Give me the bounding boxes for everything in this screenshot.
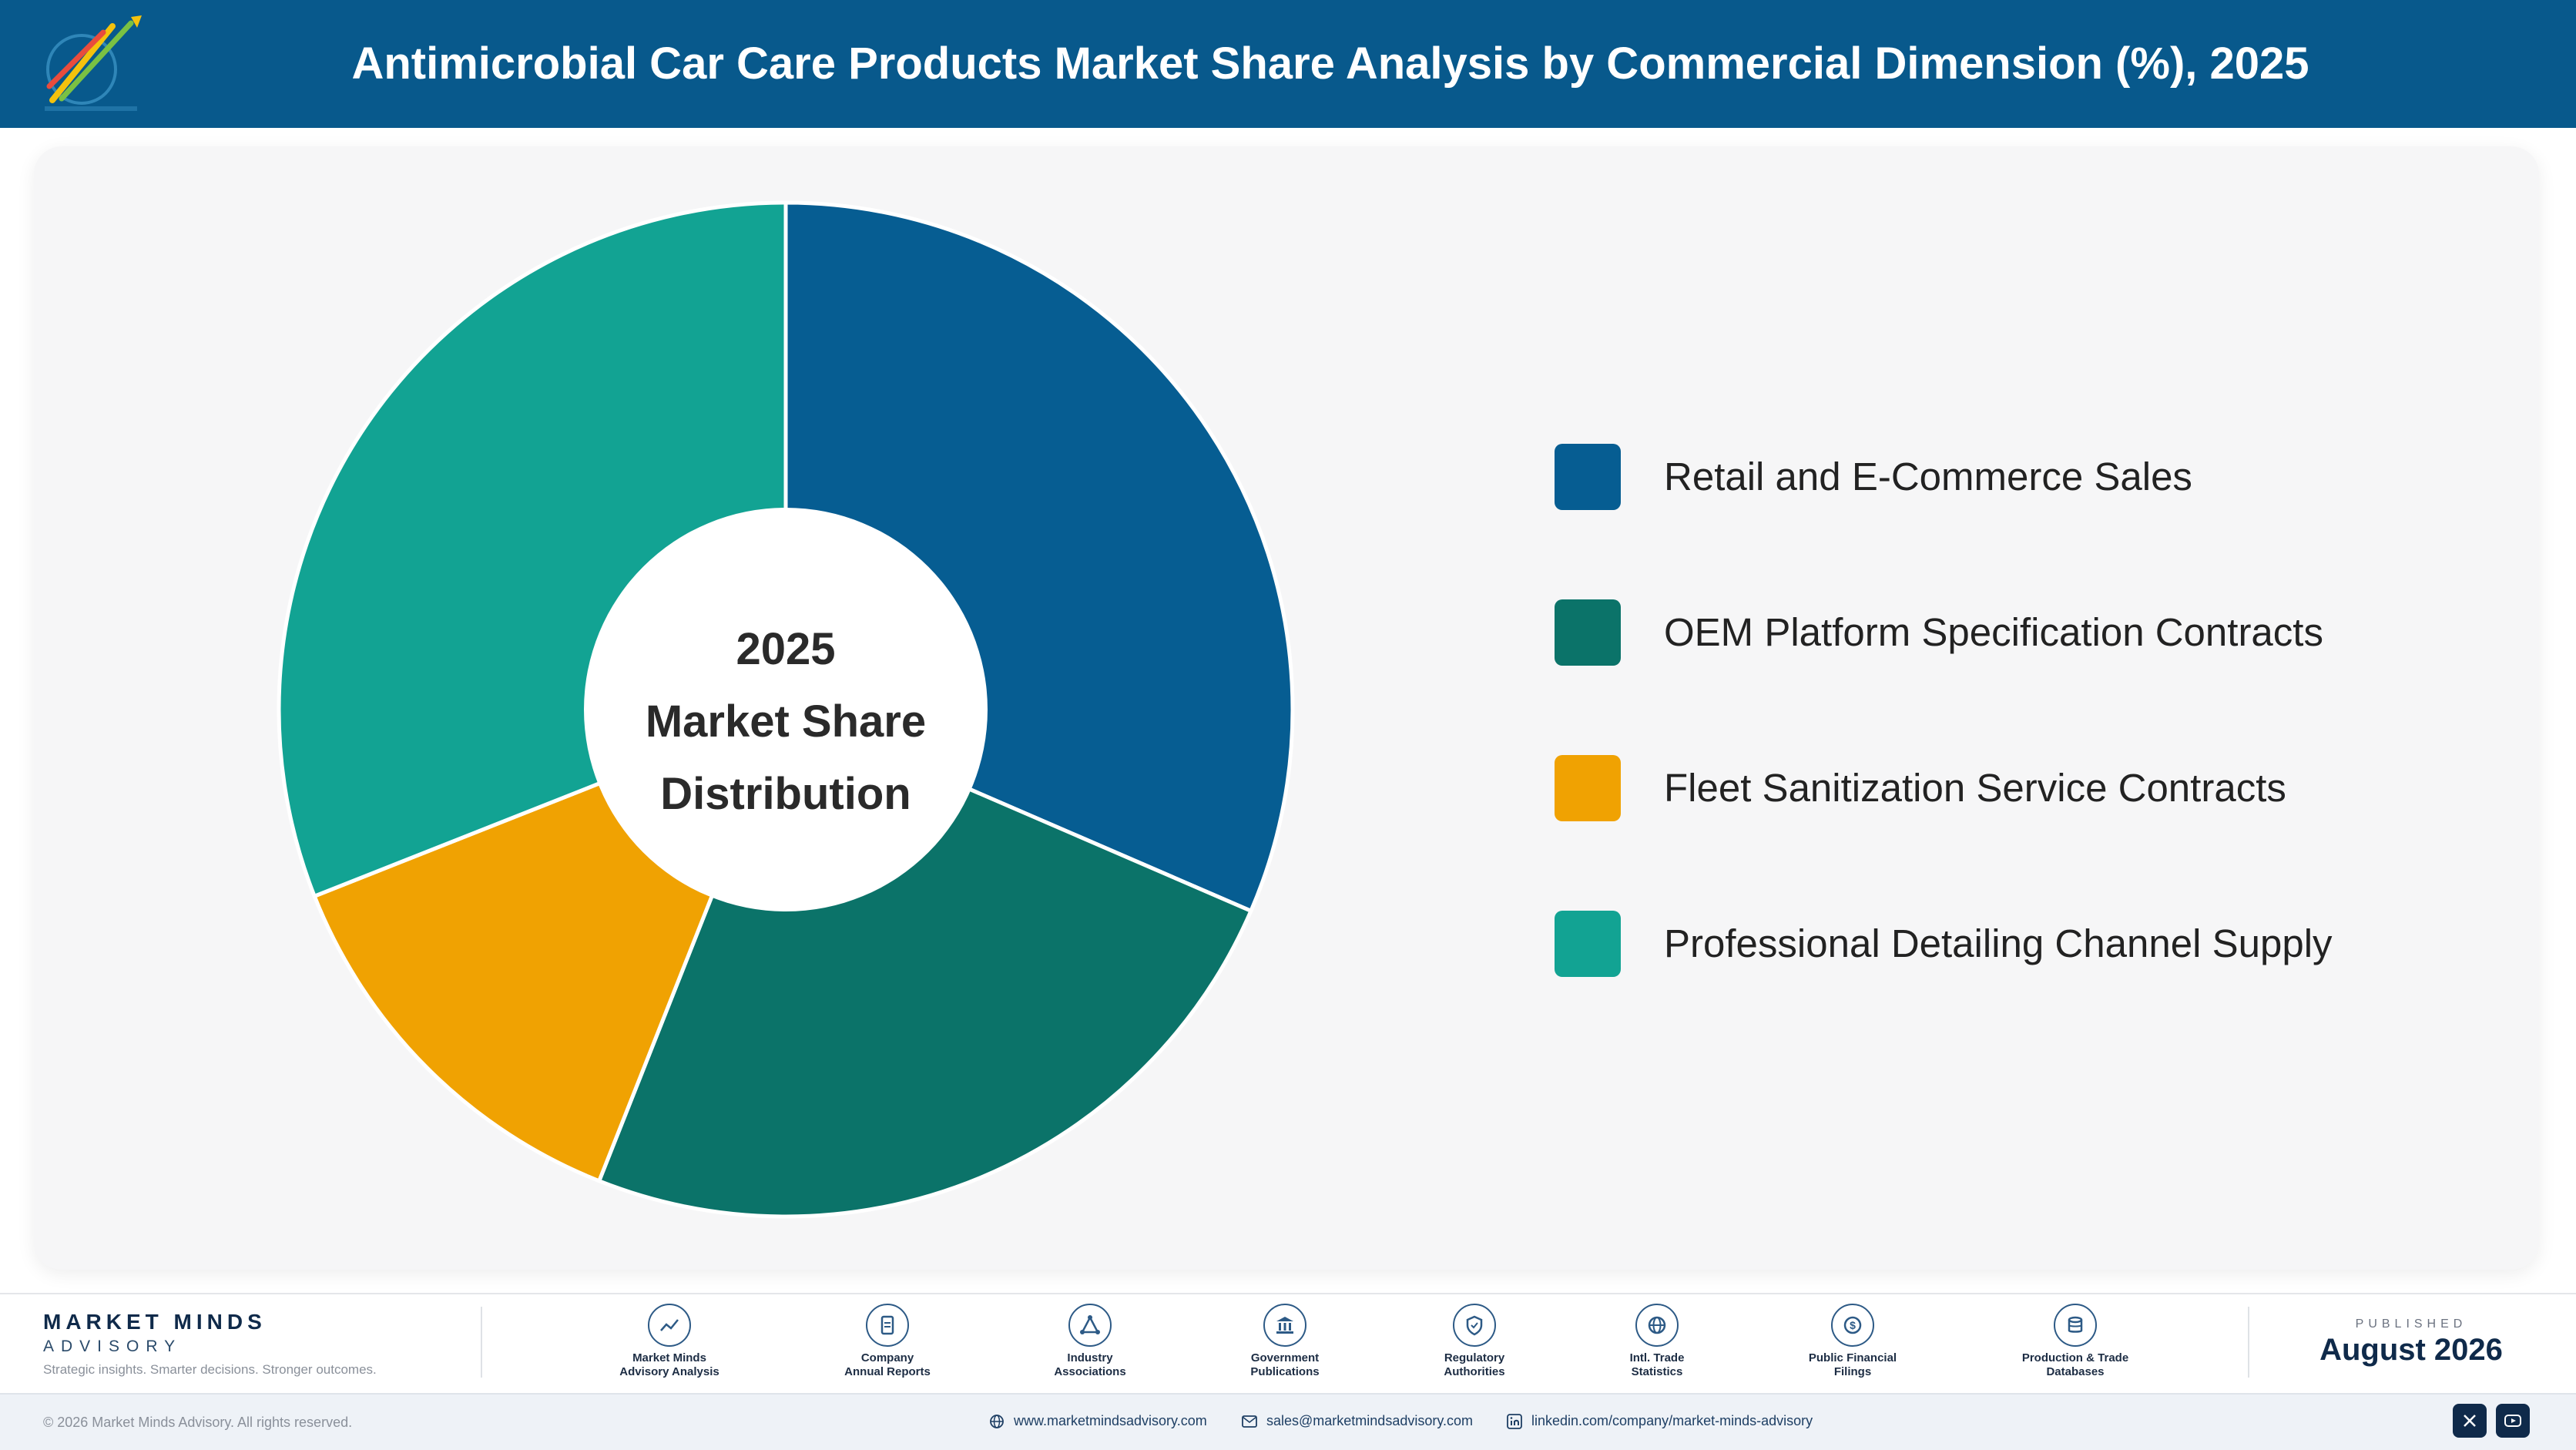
source-line2: Databases — [2046, 1365, 2105, 1378]
linkedin-text: linkedin.com/company/market-minds-adviso… — [1531, 1413, 1813, 1428]
source-line1: Industry — [1067, 1351, 1113, 1364]
header-bar: Antimicrobial Car Care Products Market S… — [0, 0, 2576, 128]
legend-label: Fleet Sanitization Service Contracts — [1664, 766, 2286, 810]
source-annual-reports: Company Annual Reports — [803, 1304, 972, 1379]
mail-icon — [1242, 1415, 1257, 1428]
youtube-icon — [2504, 1415, 2521, 1427]
legend-swatch — [1555, 599, 1621, 666]
source-industry-associations: Industry Associations — [1005, 1304, 1175, 1379]
legend-label: Retail and E-Commerce Sales — [1664, 455, 2192, 498]
source-line2: Annual Reports — [844, 1365, 931, 1378]
building-icon — [1263, 1304, 1306, 1347]
page-title: Antimicrobial Car Care Products Market S… — [351, 39, 2309, 89]
website-link[interactable]: www.marketmindsadvisory.com — [989, 1413, 1207, 1429]
globe-icon — [990, 1415, 1004, 1429]
network-icon — [1068, 1304, 1112, 1347]
source-advisory-analysis: Market Minds Advisory Analysis — [585, 1304, 754, 1379]
legend-label: Professional Detailing Channel Supply — [1664, 921, 2333, 965]
linkedin-link[interactable]: linkedin.com/company/market-minds-adviso… — [1507, 1413, 1813, 1430]
youtube-social-button[interactable] — [2496, 1404, 2530, 1438]
source-line1: Market Minds — [632, 1351, 706, 1364]
published-date: August 2026 — [2319, 1333, 2503, 1367]
brand-subtitle: ADVISORY — [43, 1338, 183, 1355]
document-icon — [866, 1304, 909, 1347]
source-line2: Advisory Analysis — [619, 1365, 719, 1378]
x-icon — [2464, 1415, 2476, 1427]
divider — [481, 1307, 482, 1378]
email-text: sales@marketmindsadvisory.com — [1266, 1413, 1474, 1428]
coin-icon: $ — [1831, 1304, 1874, 1347]
source-line2: Publications — [1250, 1365, 1320, 1378]
legend-swatch — [1555, 444, 1621, 510]
divider — [2248, 1307, 2249, 1378]
linkedin-icon — [1507, 1414, 1522, 1430]
legend-item-retail: Retail and E-Commerce Sales — [1555, 442, 2479, 510]
source-line2: Authorities — [1444, 1365, 1505, 1378]
chart-line-icon — [648, 1304, 691, 1347]
source-regulatory-authorities: Regulatory Authorities — [1390, 1304, 1559, 1379]
source-trade-databases: Production & Trade Databases — [1991, 1304, 2160, 1379]
donut-chart: 2025 Market Share Distribution — [279, 203, 1293, 1217]
globe-icon — [1635, 1304, 1679, 1347]
source-line2: Statistics — [1631, 1365, 1683, 1378]
legend-swatch — [1555, 911, 1621, 977]
email-link[interactable]: sales@marketmindsadvisory.com — [1242, 1413, 1473, 1429]
published-label: PUBLISHED — [2355, 1317, 2467, 1331]
bottom-bar — [0, 1393, 2576, 1450]
source-line1: Production & Trade — [2021, 1351, 2129, 1364]
copyright: © 2026 Market Minds Advisory. All rights… — [43, 1415, 353, 1430]
legend-item-fleet: Fleet Sanitization Service Contracts — [1555, 754, 2479, 821]
svg-text:$: $ — [1850, 1319, 1856, 1331]
legend-swatch — [1555, 755, 1621, 821]
source-line1: Regulatory — [1444, 1351, 1505, 1364]
source-trade-statistics: Intl. Trade Statistics — [1572, 1304, 1742, 1379]
shield-icon — [1453, 1304, 1496, 1347]
center-label-title: Market Share — [646, 696, 926, 747]
source-government-publications: Government Publications — [1200, 1304, 1370, 1379]
website-text: www.marketmindsadvisory.com — [1014, 1413, 1207, 1428]
center-label-year: 2025 — [736, 624, 835, 674]
source-line1: Intl. Trade — [1629, 1351, 1685, 1364]
source-financial-filings: $ Public Financial Filings — [1768, 1304, 1937, 1379]
source-line1: Government — [1250, 1351, 1320, 1364]
database-icon — [2054, 1304, 2097, 1347]
logo-icon — [45, 15, 142, 111]
source-line1: Public Financial — [1808, 1351, 1897, 1364]
source-line1: Company — [860, 1351, 914, 1364]
source-line2: Filings — [1833, 1365, 1872, 1378]
legend-item-detailing: Professional Detailing Channel Supply — [1555, 909, 2479, 977]
legend-label: OEM Platform Specification Contracts — [1664, 610, 2323, 654]
donut-hole — [584, 508, 988, 911]
x-social-button[interactable] — [2453, 1404, 2487, 1438]
source-line2: Associations — [1054, 1365, 1126, 1378]
brand-tagline: Strategic insights. Smarter decisions. S… — [43, 1362, 377, 1377]
center-label-subtitle: Distribution — [660, 769, 911, 819]
legend-item-oem: OEM Platform Specification Contracts — [1555, 598, 2479, 666]
brand-name: MARKET MINDS — [43, 1310, 267, 1334]
